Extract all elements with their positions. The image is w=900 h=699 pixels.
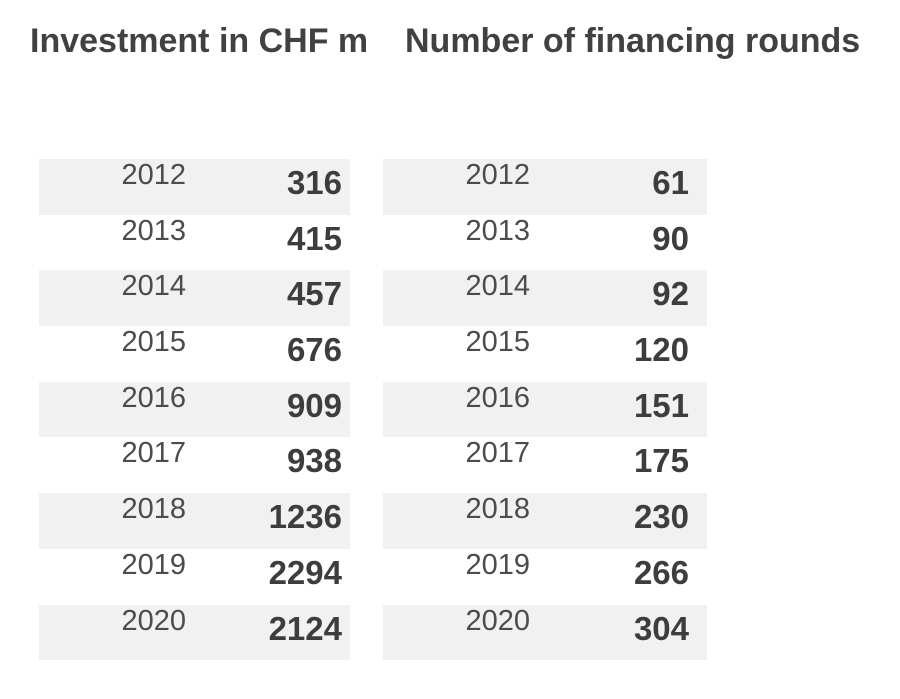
year-label: 2017 [465,437,530,470]
value-label: 676 [286,331,342,369]
table-row: 2019 2294 [39,549,350,605]
table-row: 2017 938 [39,437,350,493]
value-label: 175 [633,442,689,480]
table-row: 2013 415 [39,215,350,271]
year-label: 2014 [465,270,530,303]
heading-financing-rounds: Number of financing rounds [405,22,861,60]
table-row: 2014 92 [383,270,707,327]
value-label: 909 [286,386,342,424]
table-row: 2014 457 [39,270,350,327]
table-row: 2020 2124 [39,604,350,661]
table-row: 2015 676 [39,326,350,382]
table-row: 2015 120 [383,326,707,382]
table-row: 2016 151 [383,381,707,438]
value-label: 92 [652,275,689,313]
year-label: 2012 [465,159,530,191]
year-label: 2018 [121,493,186,526]
year-label: 2016 [121,381,186,414]
value-label: 2124 [268,609,342,647]
value-label: 415 [286,219,342,257]
year-label: 2013 [465,214,530,247]
table-row: 2017 175 [383,437,707,493]
year-label: 2013 [121,214,186,247]
year-label: 2018 [465,493,530,526]
value-label: 457 [286,275,342,313]
table-row: 2019 266 [383,549,707,605]
heading-investment-chf: Investment in CHF m [30,22,369,60]
value-label: 266 [633,553,689,591]
year-label: 2019 [465,548,530,581]
table-row: 2016 909 [39,381,350,438]
year-label: 2016 [465,381,530,414]
value-label: 1236 [268,498,342,536]
table-row: 2018 1236 [39,493,350,549]
year-label: 2019 [121,548,186,581]
value-label: 230 [633,498,689,536]
value-label: 2294 [268,553,342,591]
value-label: 316 [286,164,342,201]
year-label: 2012 [121,159,186,191]
investment-table: 2012 316 2013 415 2014 457 2015 676 2016… [39,159,350,661]
table-row: 2012 316 [39,159,350,215]
table-row: 2020 304 [383,604,707,661]
year-label: 2017 [121,437,186,470]
value-label: 304 [633,609,689,647]
year-label: 2020 [121,604,186,637]
value-label: 90 [652,219,689,257]
year-label: 2015 [465,326,530,359]
value-label: 151 [633,386,689,424]
year-label: 2014 [121,270,186,303]
value-label: 61 [652,164,689,201]
value-label: 120 [633,331,689,369]
financing-rounds-table: 2012 61 2013 90 2014 92 2015 120 2016 15… [383,159,707,661]
year-label: 2020 [465,604,530,637]
year-label: 2015 [121,326,186,359]
table-row: 2018 230 [383,493,707,549]
value-label: 938 [286,442,342,480]
table-row: 2012 61 [383,159,707,215]
table-row: 2013 90 [383,215,707,271]
